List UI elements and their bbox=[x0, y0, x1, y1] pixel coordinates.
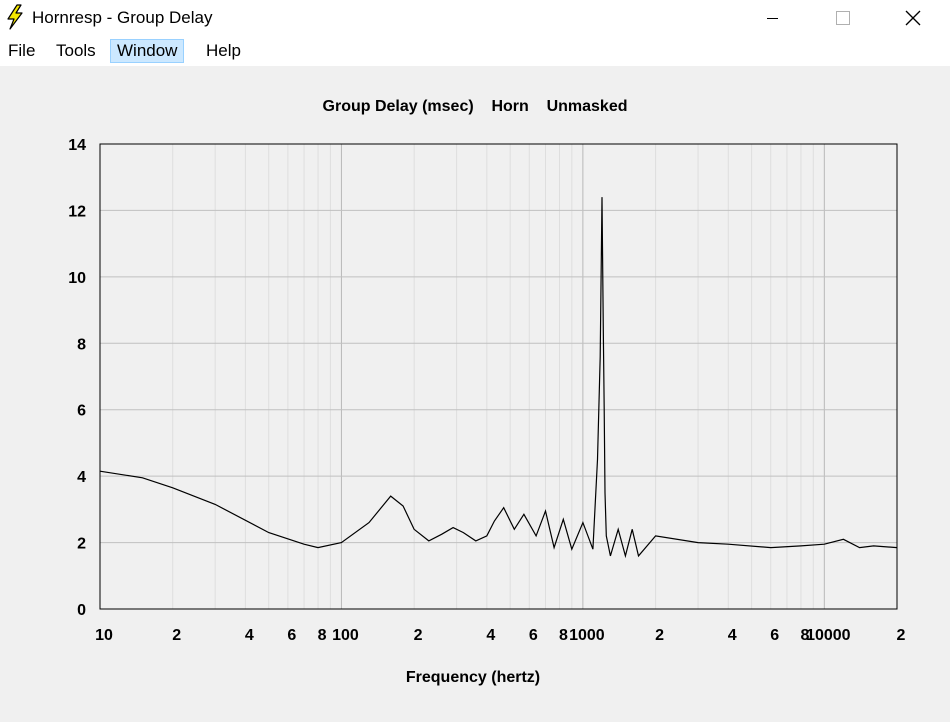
y-tick-label: 2 bbox=[77, 536, 86, 553]
y-tick-label: 8 bbox=[77, 336, 86, 353]
close-icon bbox=[905, 10, 921, 26]
menu-file[interactable]: File bbox=[8, 41, 36, 60]
title-bar: Hornresp - Group Delay bbox=[0, 0, 950, 36]
minimize-button[interactable] bbox=[750, 0, 796, 36]
maximize-button[interactable] bbox=[820, 0, 866, 36]
y-tick-label: 10 bbox=[68, 270, 86, 287]
x-tick-label: 8 bbox=[318, 627, 327, 644]
x-tick-label: 1000 bbox=[569, 627, 605, 644]
menu-window[interactable]: Window bbox=[110, 39, 185, 63]
x-axis-label: Frequency (hertz) bbox=[406, 669, 540, 686]
x-tick-label: 4 bbox=[486, 627, 495, 644]
chart-grid bbox=[100, 144, 897, 609]
lightning-bolt-icon bbox=[4, 4, 26, 30]
y-tick-label: 6 bbox=[77, 403, 86, 420]
x-tick-label: 2 bbox=[897, 627, 906, 644]
x-tick-label: 4 bbox=[728, 627, 737, 644]
close-button[interactable] bbox=[890, 0, 936, 36]
group-delay-chart: Group Delay (msec) Horn Unmasked 0246810… bbox=[68, 98, 905, 686]
x-tick-label: 2 bbox=[655, 627, 664, 644]
window-title: Hornresp - Group Delay bbox=[32, 8, 213, 27]
chart-title: Group Delay (msec) Horn Unmasked bbox=[323, 98, 628, 115]
menu-tools[interactable]: Tools bbox=[56, 41, 96, 60]
x-tick-label: 2 bbox=[172, 627, 181, 644]
x-tick-label: 10 bbox=[95, 627, 113, 644]
plot-frame bbox=[99, 143, 898, 610]
y-tick-label: 12 bbox=[68, 203, 86, 220]
y-tick-label: 4 bbox=[77, 469, 86, 486]
maximize-icon bbox=[836, 11, 850, 25]
minimize-icon bbox=[767, 18, 778, 19]
x-tick-label: 4 bbox=[245, 627, 254, 644]
menu-help[interactable]: Help bbox=[206, 41, 241, 60]
x-tick-label: 10000 bbox=[806, 627, 851, 644]
x-tick-label: 100 bbox=[332, 627, 359, 644]
y-tick-label: 14 bbox=[68, 137, 86, 154]
plot-area: Group Delay (msec) Horn Unmasked 0 2 4 6 8 10… bbox=[0, 66, 950, 717]
x-tick-label: 8 bbox=[559, 627, 568, 644]
x-tick-label: 6 bbox=[287, 627, 296, 644]
x-tick-label: 2 bbox=[414, 627, 423, 644]
y-axis: 0 2 4 6 8 10 12 14 bbox=[68, 137, 86, 619]
x-tick-label: 6 bbox=[770, 627, 779, 644]
x-tick-label: 8 bbox=[800, 627, 809, 644]
group-delay-line bbox=[99, 197, 898, 559]
x-tick-label: 6 bbox=[529, 627, 538, 644]
y-tick-label: 0 bbox=[77, 602, 86, 619]
menu-bar: File Tools Window Help bbox=[0, 36, 950, 66]
